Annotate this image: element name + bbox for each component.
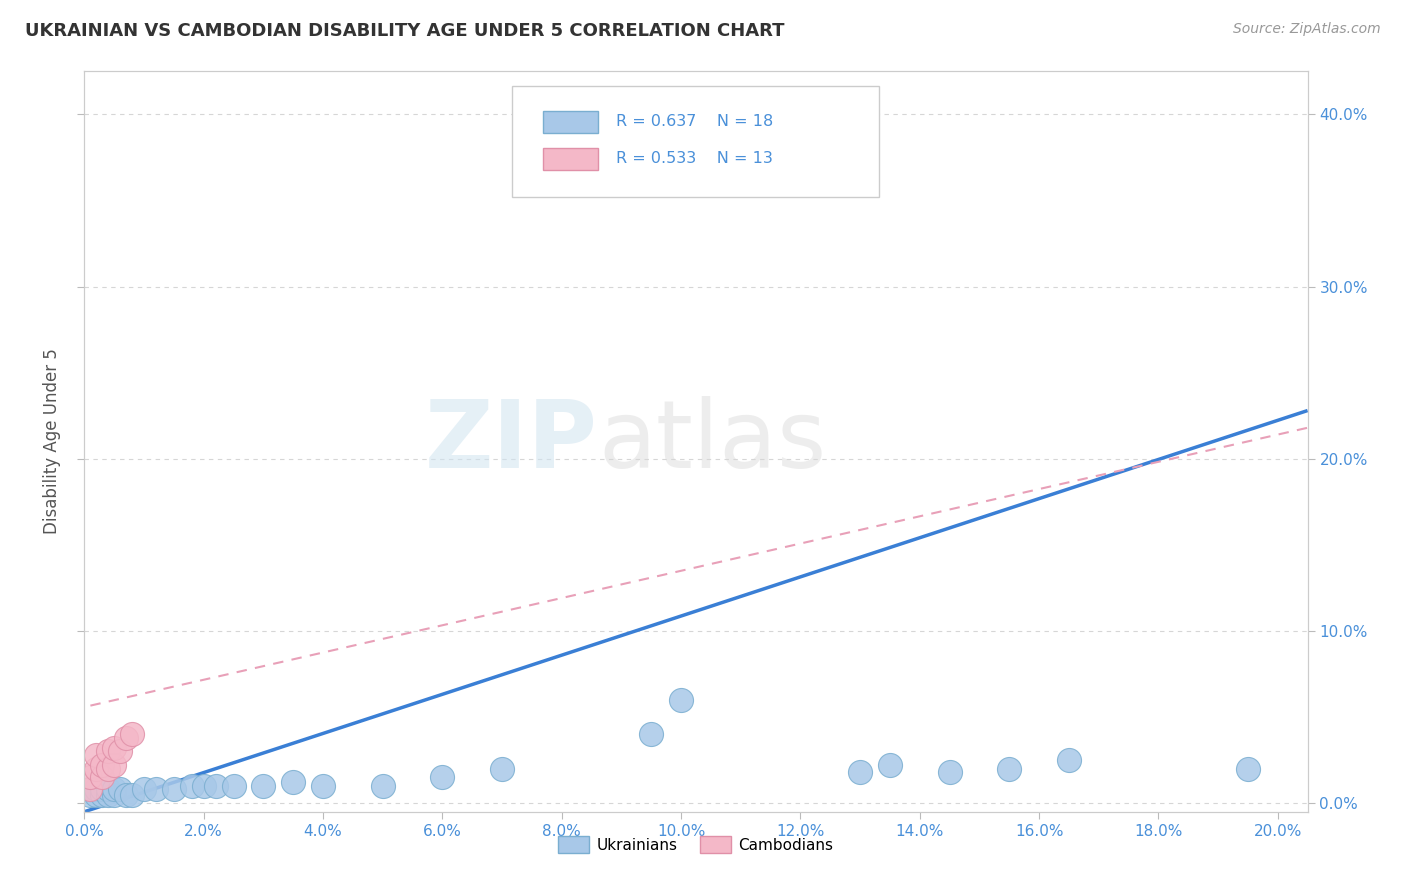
Point: [103, 782, 125, 797]
Point: [91, 770, 114, 784]
Point: [252, 779, 274, 793]
Point: [103, 758, 125, 772]
Point: [79, 770, 101, 784]
Point: [491, 762, 513, 776]
Point: [204, 779, 226, 793]
Point: [222, 779, 245, 793]
Point: [84, 788, 107, 802]
Point: [79, 782, 101, 797]
Point: [115, 731, 138, 745]
Point: [103, 741, 125, 756]
FancyBboxPatch shape: [543, 147, 598, 169]
Point: [84, 747, 107, 762]
Text: Source: ZipAtlas.com: Source: ZipAtlas.com: [1233, 22, 1381, 37]
Point: [180, 779, 202, 793]
Point: [938, 765, 960, 780]
Point: [132, 782, 155, 797]
Y-axis label: Disability Age Under 5: Disability Age Under 5: [44, 349, 62, 534]
Point: [97, 744, 120, 758]
Point: [121, 788, 143, 802]
Point: [145, 782, 167, 797]
Point: [1237, 762, 1260, 776]
Point: [640, 727, 662, 741]
Point: [97, 788, 120, 802]
Point: [97, 762, 120, 776]
Point: [79, 782, 101, 797]
Legend: Ukrainians, Cambodians: Ukrainians, Cambodians: [553, 830, 839, 860]
Text: ZIP: ZIP: [425, 395, 598, 488]
FancyBboxPatch shape: [513, 87, 880, 197]
Point: [849, 765, 872, 780]
Point: [163, 782, 186, 797]
Point: [283, 775, 305, 789]
Text: UKRAINIAN VS CAMBODIAN DISABILITY AGE UNDER 5 CORRELATION CHART: UKRAINIAN VS CAMBODIAN DISABILITY AGE UN…: [25, 22, 785, 40]
Point: [115, 788, 138, 802]
Point: [103, 788, 125, 802]
Point: [669, 693, 692, 707]
Point: [91, 782, 114, 797]
Text: R = 0.533    N = 13: R = 0.533 N = 13: [616, 152, 773, 166]
Point: [108, 744, 131, 758]
FancyBboxPatch shape: [543, 111, 598, 133]
Point: [91, 788, 114, 802]
Point: [84, 762, 107, 776]
Point: [84, 782, 107, 797]
Point: [998, 762, 1021, 776]
Text: atlas: atlas: [598, 395, 827, 488]
Point: [121, 727, 143, 741]
Point: [91, 758, 114, 772]
Point: [432, 770, 454, 784]
Point: [312, 779, 335, 793]
Point: [879, 758, 901, 772]
Point: [79, 788, 101, 802]
Point: [371, 779, 394, 793]
Point: [97, 782, 120, 797]
Text: R = 0.637    N = 18: R = 0.637 N = 18: [616, 114, 773, 129]
Point: [193, 779, 215, 793]
Point: [108, 782, 131, 797]
Point: [1057, 753, 1080, 767]
